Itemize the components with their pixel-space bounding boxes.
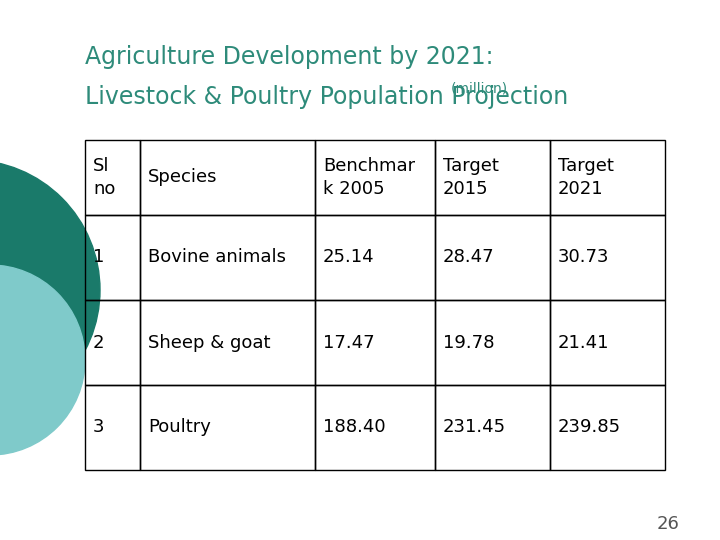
Text: 1: 1 xyxy=(93,248,104,267)
Text: Bovine animals: Bovine animals xyxy=(148,248,286,267)
Bar xyxy=(550,215,665,300)
Bar xyxy=(140,300,315,385)
Text: 231.45: 231.45 xyxy=(443,418,506,436)
Bar xyxy=(85,300,140,385)
Bar xyxy=(140,385,315,470)
Bar xyxy=(85,385,140,470)
Bar xyxy=(435,300,550,385)
Text: 30.73: 30.73 xyxy=(558,248,610,267)
Text: Poultry: Poultry xyxy=(148,418,211,436)
Bar xyxy=(435,385,550,470)
Text: 26: 26 xyxy=(657,515,680,533)
Bar xyxy=(315,215,435,300)
Text: 25.14: 25.14 xyxy=(323,248,374,267)
Text: Sheep & goat: Sheep & goat xyxy=(148,334,271,352)
Bar xyxy=(140,140,315,215)
Bar xyxy=(435,140,550,215)
Bar xyxy=(85,140,140,215)
Bar xyxy=(85,215,140,300)
Circle shape xyxy=(0,265,85,455)
Bar xyxy=(435,215,550,300)
Bar xyxy=(550,300,665,385)
Bar xyxy=(315,300,435,385)
Text: 21.41: 21.41 xyxy=(558,334,610,352)
Text: Benchmar
k 2005: Benchmar k 2005 xyxy=(323,157,415,198)
Bar xyxy=(550,385,665,470)
Text: 17.47: 17.47 xyxy=(323,334,374,352)
Text: 188.40: 188.40 xyxy=(323,418,386,436)
Text: 28.47: 28.47 xyxy=(443,248,495,267)
Text: 19.78: 19.78 xyxy=(443,334,495,352)
Text: (million): (million) xyxy=(451,82,508,96)
Text: 239.85: 239.85 xyxy=(558,418,621,436)
Circle shape xyxy=(0,160,100,420)
Text: Livestock & Poultry Population Projection: Livestock & Poultry Population Projectio… xyxy=(85,85,568,109)
Bar xyxy=(315,140,435,215)
Text: 3: 3 xyxy=(93,418,104,436)
Text: Target
2015: Target 2015 xyxy=(443,157,499,198)
Text: Species: Species xyxy=(148,168,217,186)
Bar xyxy=(315,385,435,470)
Text: Target
2021: Target 2021 xyxy=(558,157,614,198)
Bar xyxy=(550,140,665,215)
Bar xyxy=(140,215,315,300)
Text: Sl
no: Sl no xyxy=(93,157,115,198)
Text: Agriculture Development by 2021:: Agriculture Development by 2021: xyxy=(85,45,493,69)
Text: 2: 2 xyxy=(93,334,104,352)
